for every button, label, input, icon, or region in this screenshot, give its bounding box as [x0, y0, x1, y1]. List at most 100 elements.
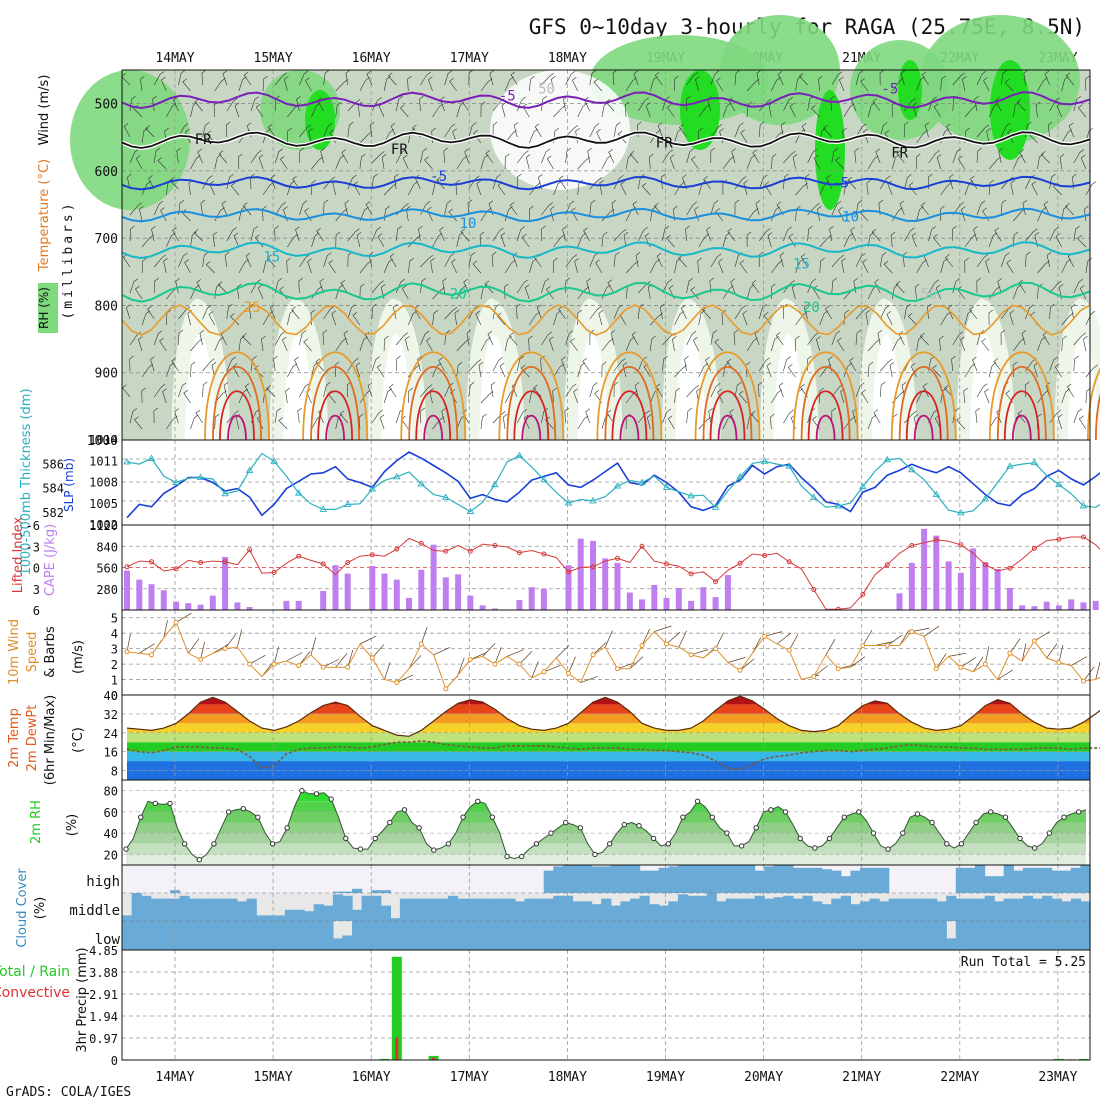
wind-barb — [166, 232, 176, 248]
cloud-cover-bar — [658, 867, 669, 893]
cloud-cover-bar — [725, 921, 736, 950]
wind-barb — [985, 258, 990, 274]
cape-tick-label: 280 — [96, 583, 118, 597]
wind-barb — [758, 304, 767, 320]
warm-contour — [317, 390, 353, 441]
wind-barb — [494, 647, 502, 665]
wind-barb — [994, 227, 1002, 242]
wind-barb — [948, 174, 954, 190]
cape-bar — [479, 605, 486, 610]
wind-barb — [1021, 643, 1027, 662]
wind-barb — [347, 357, 359, 372]
wind-barb — [200, 641, 205, 660]
wind-barb — [381, 153, 387, 170]
wind-barb — [976, 147, 982, 164]
wind-barb — [347, 251, 353, 268]
cloud-cover-bar — [802, 867, 813, 893]
wind-barb — [565, 147, 572, 164]
wind-barb — [190, 361, 196, 378]
wind-barb — [678, 630, 687, 648]
wind-barb — [831, 200, 842, 216]
wind-barb — [359, 635, 377, 645]
wind-barb — [565, 383, 577, 398]
wind-barb — [807, 225, 813, 242]
cape-tick-label: 560 — [96, 562, 118, 576]
wind-barb — [698, 127, 703, 143]
rh-marker — [387, 819, 393, 826]
wind-barb — [287, 233, 299, 248]
wind-barb — [662, 225, 669, 242]
slp-marker — [1055, 480, 1063, 488]
cloud-cover-bar — [342, 891, 353, 893]
cloud-cover-bar — [1032, 898, 1043, 921]
cloud-cover-bar — [438, 898, 449, 921]
wind-barb — [854, 147, 859, 164]
wind-barb — [589, 329, 595, 346]
cloud-cover-bar — [907, 898, 919, 921]
wind-barb — [451, 258, 457, 274]
wind-barb — [383, 258, 393, 274]
cloud-cover-bar — [716, 865, 727, 893]
wind-barb — [998, 148, 1003, 164]
wind-barb — [817, 205, 822, 222]
wind-barb — [617, 130, 627, 144]
wind-barb — [1045, 382, 1051, 398]
lifted-index-marker — [664, 561, 669, 567]
cloud-cover-bar — [630, 865, 641, 893]
wind-barb — [932, 364, 941, 378]
wind-barb — [153, 147, 161, 164]
slp-marker — [491, 480, 499, 488]
cloud-cover-bar — [745, 921, 756, 950]
wind-barb — [1023, 69, 1029, 86]
contour-label: -5 — [832, 176, 849, 192]
rh-green-area — [70, 70, 190, 210]
cloud-cover-bar — [304, 921, 315, 950]
slp-marker — [736, 472, 744, 480]
wind-barb — [262, 128, 271, 144]
wind-barb — [860, 78, 869, 92]
wind-barb — [479, 231, 485, 248]
wind-barb — [710, 124, 723, 138]
wind-barb — [746, 337, 758, 352]
wind-axis-title-2: Speed — [25, 632, 40, 673]
wind-barb — [866, 179, 871, 196]
wind-barb — [1025, 251, 1031, 268]
cloud-cover-bar — [476, 898, 487, 921]
wind-barb — [601, 155, 612, 170]
rh-bright-area — [898, 60, 922, 120]
wind-barb — [420, 384, 433, 398]
cloud-cover-bar — [515, 921, 526, 950]
wind-barb — [1079, 285, 1087, 300]
temp-band — [127, 704, 1090, 714]
wind-barb — [855, 123, 867, 138]
wind-barb — [620, 180, 627, 196]
wind-barb — [698, 233, 710, 248]
warm-contour — [800, 366, 851, 441]
wind-barb — [871, 228, 881, 242]
rh-marker — [621, 821, 627, 828]
wind-speed-marker — [713, 646, 719, 652]
cloud-cover-bar — [869, 898, 880, 921]
rh-marker — [357, 846, 364, 852]
wind-barb — [226, 356, 236, 372]
date-label-bottom: 22MAY — [940, 1070, 979, 1085]
wind-barb — [916, 206, 924, 222]
wind-barb — [448, 208, 457, 222]
warm-contour — [694, 351, 761, 441]
wind-barb — [828, 356, 833, 372]
wind-barb — [472, 260, 482, 274]
wind-barb — [742, 310, 748, 326]
lifted-tick-label: 6 — [33, 604, 40, 618]
cloud-cover-bar — [294, 921, 305, 950]
contour-label: FR — [891, 145, 908, 161]
wind-barb — [551, 75, 556, 92]
wind-barb — [878, 199, 884, 216]
slp-marker — [687, 492, 695, 499]
wind-barb — [843, 103, 855, 118]
lifted-index-marker — [958, 542, 964, 548]
wind-barb — [879, 69, 885, 86]
cloud-cover-bar — [505, 921, 516, 950]
wind-barb — [371, 97, 382, 112]
wind-barb — [504, 130, 517, 144]
cloud-cover-bar — [505, 898, 516, 921]
